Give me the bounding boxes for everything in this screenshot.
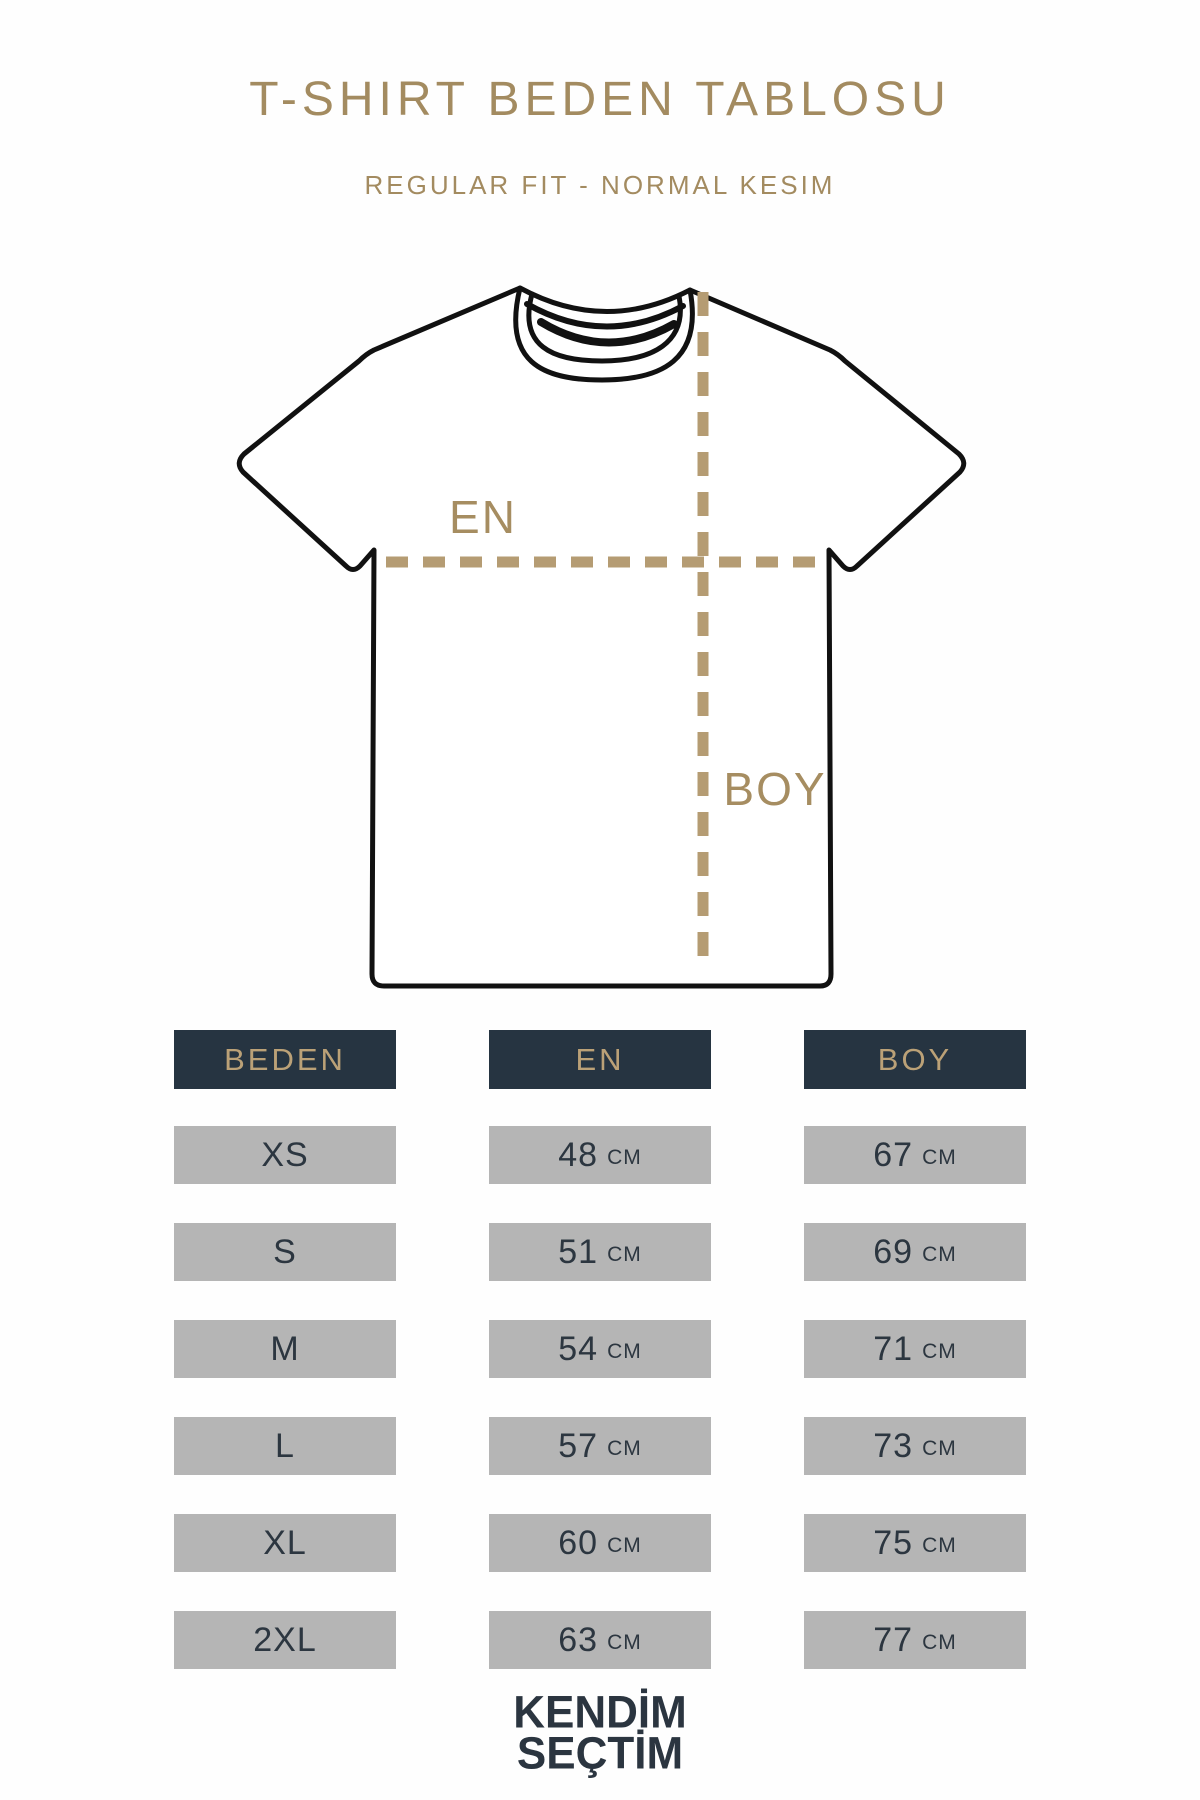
length-cell: 71 CM [804, 1320, 1026, 1378]
width-cell: 54 CM [489, 1320, 711, 1378]
size-cell: 2XL [174, 1611, 396, 1669]
unit-label: CM [922, 1243, 957, 1266]
width-measure-label: EN [449, 491, 517, 543]
width-cell: 57 CM [489, 1417, 711, 1475]
size-table: BEDEN EN BOY XS 48 CM 67 CM S 51 CM 69 CM M … [174, 1030, 1026, 1708]
length-value: 71 [873, 1329, 914, 1368]
unit-label: CM [922, 1631, 957, 1654]
brand-line-2: SEÇTİM [516, 1728, 684, 1780]
width-value: 63 [558, 1620, 599, 1659]
width-value: 60 [558, 1523, 599, 1562]
length-value: 77 [873, 1620, 914, 1659]
width-value: 57 [558, 1426, 599, 1465]
unit-label: CM [607, 1340, 642, 1363]
unit-label: CM [922, 1437, 957, 1460]
column-header-boy: BOY [804, 1030, 1026, 1089]
length-cell: 75 CM [804, 1514, 1026, 1572]
width-cell: 51 CM [489, 1223, 711, 1281]
unit-label: CM [922, 1340, 957, 1363]
page-title: T-SHIRT BEDEN TABLOSU [249, 73, 951, 126]
width-cell: 48 CM [489, 1126, 711, 1184]
width-cell: 60 CM [489, 1514, 711, 1572]
length-value: 75 [873, 1523, 914, 1562]
width-cell: 63 CM [489, 1611, 711, 1669]
length-value: 67 [873, 1135, 914, 1174]
size-cell: M [174, 1320, 396, 1378]
size-label: XS [261, 1135, 309, 1174]
brand-logo: KENDİM SEÇTİM [0, 1687, 1200, 1780]
unit-label: CM [607, 1534, 642, 1557]
length-value: 73 [873, 1426, 914, 1465]
unit-label: CM [607, 1146, 642, 1169]
length-cell: 77 CM [804, 1611, 1026, 1669]
length-cell: 67 CM [804, 1126, 1026, 1184]
length-cell: 73 CM [804, 1417, 1026, 1475]
width-value: 51 [558, 1232, 599, 1271]
size-cell: XS [174, 1126, 396, 1184]
width-value: 48 [558, 1135, 599, 1174]
size-label: L [275, 1426, 295, 1465]
size-label: XL [263, 1523, 307, 1562]
unit-label: CM [607, 1243, 642, 1266]
page-subtitle: REGULAR FIT - NORMAL KESIM [364, 170, 836, 200]
brand-line-1: KENDİM [513, 1687, 687, 1738]
size-cell: XL [174, 1514, 396, 1572]
length-measure-label: BOY [723, 763, 827, 815]
size-label: S [273, 1232, 297, 1271]
unit-label: CM [922, 1146, 957, 1169]
size-cell: L [174, 1417, 396, 1475]
size-cell: S [174, 1223, 396, 1281]
length-value: 69 [873, 1232, 914, 1271]
size-label: M [270, 1329, 300, 1368]
column-header-en: EN [489, 1030, 711, 1089]
tshirt-diagram-icon [236, 285, 967, 989]
unit-label: CM [922, 1534, 957, 1557]
size-label: 2XL [253, 1620, 317, 1659]
length-cell: 69 CM [804, 1223, 1026, 1281]
unit-label: CM [607, 1437, 642, 1460]
unit-label: CM [607, 1631, 642, 1654]
width-value: 54 [558, 1329, 599, 1368]
column-header-beden: BEDEN [174, 1030, 396, 1089]
